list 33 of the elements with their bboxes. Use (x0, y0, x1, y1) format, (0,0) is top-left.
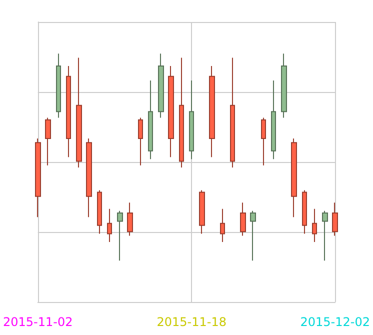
candlestick (220, 208, 225, 242)
candlestick (302, 190, 307, 234)
candlestick (332, 202, 338, 236)
candlestick (35, 138, 41, 218)
candlestick (45, 117, 51, 166)
candlestick (138, 117, 143, 166)
candlestick (86, 138, 92, 218)
candlestick (271, 80, 276, 160)
candlestick (261, 117, 266, 166)
x-tick-label: 2015-11-18 (156, 315, 226, 329)
candlestick (168, 66, 174, 158)
candlestick (158, 53, 164, 118)
candlestick (107, 208, 112, 242)
candlestick (56, 53, 61, 118)
candlestick (66, 66, 71, 158)
x-tick-label: 2015-12-02 (300, 315, 370, 329)
candlestick (240, 202, 246, 236)
candlestick (97, 190, 102, 234)
candlestick (230, 57, 235, 168)
x-tick-label: 2015-11-02 (2, 315, 73, 329)
candlestick (199, 190, 205, 234)
candlestick (209, 66, 215, 158)
candlestick (291, 138, 297, 218)
candlestick (312, 208, 317, 242)
candlestick (127, 202, 133, 236)
candlestick (250, 210, 256, 262)
candlestick (322, 210, 328, 262)
candlestick (179, 57, 184, 168)
candlestick (148, 80, 153, 160)
candlestick (76, 57, 82, 168)
candlestick (117, 210, 123, 262)
candlestick (281, 53, 287, 118)
candlestick (189, 80, 194, 160)
